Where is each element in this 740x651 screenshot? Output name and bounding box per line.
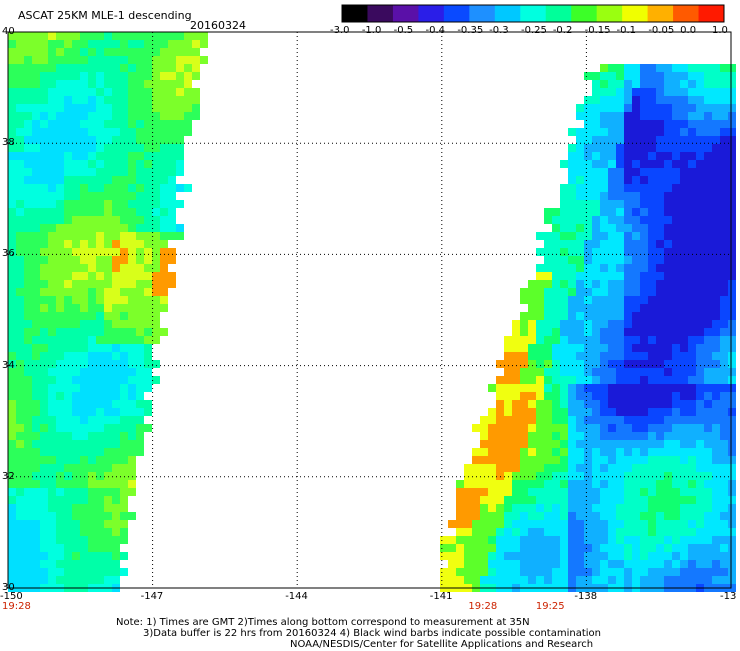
colorbar-label: -0.4 <box>425 25 446 36</box>
colorbar-label: -0.3 <box>489 25 509 36</box>
note-line-2: 3)Data buffer is 22 hrs from 20160324 4)… <box>143 628 601 639</box>
colorbar-label: -0.2 <box>552 25 573 36</box>
lon-label: -141 <box>429 591 453 602</box>
colorbar-swatch <box>571 5 598 22</box>
lat-label: 36 <box>2 248 15 260</box>
colorbar-swatch <box>392 5 419 22</box>
colorbar-swatch <box>673 5 700 22</box>
lon-label: -144 <box>285 591 308 602</box>
colorbar-label: -0.05 <box>648 25 675 36</box>
map-title: ASCAT 25KM MLE-1 descending <box>18 9 192 22</box>
colorbar-swatch <box>520 5 547 22</box>
lon-label: -13 <box>720 591 737 602</box>
note-line-1: Note: 1) Times are GMT 2)Times along bot… <box>116 617 530 628</box>
colorbar-label: -0.15 <box>584 25 611 36</box>
colorbar-swatch <box>469 5 496 22</box>
colorbar-label: -3.0 <box>330 25 350 36</box>
wind-map <box>7 31 736 592</box>
note-line-3: NOAA/NESDIS/Center for Satellite Applica… <box>290 639 594 650</box>
lat-label: 38 <box>2 137 15 149</box>
colorbar-swatch <box>443 5 470 22</box>
lat-label: 32 <box>2 470 15 482</box>
colorbar-swatch <box>342 5 368 22</box>
colorbar-swatches <box>342 5 725 22</box>
colorbar-swatch <box>367 5 394 22</box>
colorbar-swatch <box>494 5 521 22</box>
swath-right <box>440 64 736 592</box>
map-frame <box>7 31 732 589</box>
colorbar-label: -0.1 <box>616 25 637 36</box>
time-label: 19:28 <box>2 601 31 612</box>
colorbar-label: -1.0 <box>361 25 382 36</box>
lat-label: 40 <box>2 26 15 37</box>
colorbar <box>341 4 725 23</box>
colorbar-frame <box>341 4 725 23</box>
colorbar-swatch <box>698 5 725 22</box>
colorbar-swatch <box>418 5 445 22</box>
lon-label: -138 <box>574 591 598 602</box>
colorbar-swatch <box>596 5 623 22</box>
colorbar-swatch <box>647 5 674 22</box>
colorbar-label: -0.35 <box>457 25 484 36</box>
gridlines <box>8 32 731 588</box>
colorbar-label: 1.0 <box>712 25 728 36</box>
colorbar-swatch <box>622 5 649 22</box>
lon-label: -147 <box>140 591 164 602</box>
time-label: 19:28 <box>468 601 498 612</box>
colorbar-label: 0.0 <box>680 25 697 36</box>
map-date: 20160324 <box>190 19 246 32</box>
time-label: 19:25 <box>535 601 565 612</box>
colorbar-label: -0.25 <box>521 25 547 36</box>
lat-label: 30 <box>2 582 15 593</box>
swath-left <box>8 32 208 592</box>
lon-label: -150 <box>0 591 23 602</box>
colorbar-label: -0.5 <box>393 25 414 36</box>
lat-label: 34 <box>2 359 15 371</box>
colorbar-swatch <box>545 5 572 22</box>
